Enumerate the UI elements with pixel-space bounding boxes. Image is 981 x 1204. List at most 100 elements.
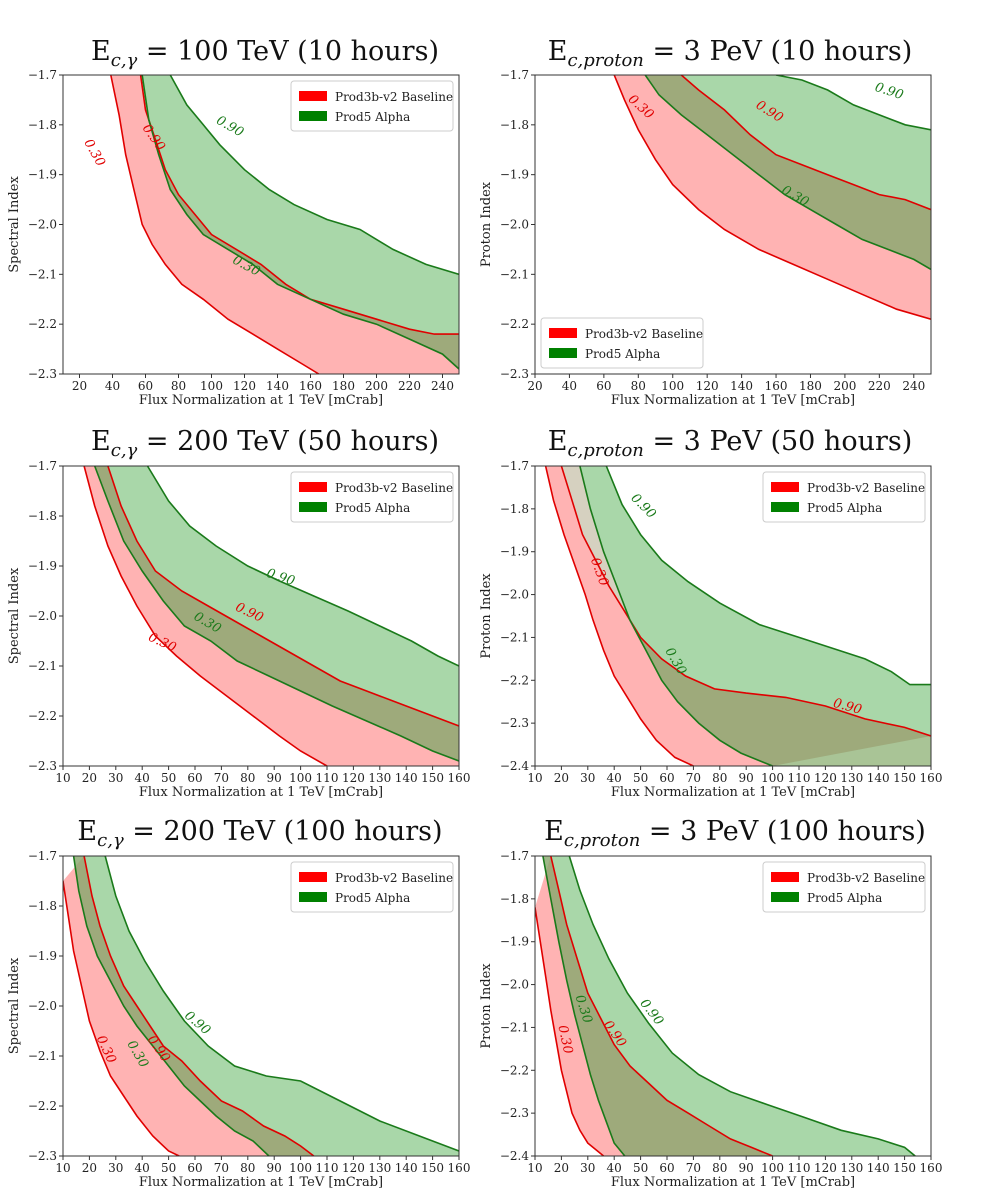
y-tick-label: −2.3 bbox=[500, 367, 529, 381]
x-axis-label: Flux Normalization at 1 TeV [mCrab] bbox=[139, 1175, 383, 1190]
baseline-contour-030 bbox=[544, 466, 694, 766]
x-tick-label: 40 bbox=[135, 771, 150, 785]
x-tick-label: 20 bbox=[82, 1161, 97, 1175]
y-tick-label: −2.0 bbox=[500, 978, 529, 992]
y-tick-label: −2.0 bbox=[28, 999, 57, 1013]
plot-area bbox=[83, 466, 459, 766]
x-tick-label: 150 bbox=[893, 771, 916, 785]
chart-title: Ec,γ = 200 TeV (50 hours) bbox=[91, 426, 439, 461]
x-tick-label: 70 bbox=[686, 771, 701, 785]
x-tick-label: 140 bbox=[395, 771, 418, 785]
baseline-contour-090 bbox=[550, 856, 773, 1156]
axes-frame bbox=[534, 855, 932, 1157]
y-tick-label: −2.0 bbox=[28, 218, 57, 232]
x-tick-label: 40 bbox=[105, 379, 120, 393]
legend-entry: Prod3b-v2 Baseline bbox=[335, 871, 453, 885]
plot-area bbox=[110, 75, 459, 374]
legend-swatch-baseline bbox=[299, 91, 327, 101]
x-tick-label: 160 bbox=[448, 1161, 471, 1175]
y-tick-label: −2.2 bbox=[500, 1063, 529, 1077]
y-tick-label: −2.3 bbox=[500, 1106, 529, 1120]
alpha-contour-090 bbox=[169, 75, 459, 276]
y-tick-label: −2.1 bbox=[28, 659, 57, 673]
y-axis-label: Spectral Index bbox=[7, 176, 22, 273]
alpha-band bbox=[645, 75, 931, 270]
x-tick-label: 20 bbox=[554, 771, 569, 785]
y-tick-label: −1.8 bbox=[500, 892, 529, 906]
legend-swatch-baseline bbox=[771, 872, 799, 882]
x-tick-label: 100 bbox=[289, 771, 312, 785]
plot-area bbox=[544, 466, 931, 766]
x-tick-label: 110 bbox=[316, 1161, 339, 1175]
y-tick-label: −2.4 bbox=[500, 1149, 530, 1163]
y-tick-label: −1.9 bbox=[500, 168, 529, 182]
y-tick-label: −1.8 bbox=[500, 502, 529, 516]
x-tick-label: 80 bbox=[712, 1161, 727, 1175]
chart-title: Ec,proton = 3 PeV (100 hours) bbox=[544, 816, 926, 851]
x-tick-label: 160 bbox=[920, 771, 943, 785]
x-tick-label: 10 bbox=[55, 771, 70, 785]
legend-entry: Prod5 Alpha bbox=[585, 347, 660, 361]
baseline-contour-090 bbox=[83, 856, 315, 1156]
y-tick-label: −1.9 bbox=[28, 168, 57, 182]
x-tick-label: 140 bbox=[867, 1161, 890, 1175]
x-tick-label: 130 bbox=[368, 771, 391, 785]
legend-swatch-alpha bbox=[299, 892, 327, 902]
legend-entry: Prod5 Alpha bbox=[807, 501, 882, 515]
overlap-band bbox=[140, 75, 459, 369]
x-tick-label: 220 bbox=[398, 379, 421, 393]
x-axis-label: Flux Normalization at 1 TeV [mCrab] bbox=[139, 785, 383, 800]
alpha-band bbox=[94, 466, 459, 761]
x-tick-label: 120 bbox=[696, 379, 719, 393]
x-tick-label: 100 bbox=[289, 1161, 312, 1175]
x-tick-label: 120 bbox=[342, 771, 365, 785]
baseline-contour-090 bbox=[560, 466, 931, 737]
x-axis-label: Flux Normalization at 1 TeV [mCrab] bbox=[611, 393, 855, 408]
x-tick-label: 150 bbox=[893, 1161, 916, 1175]
y-tick-label: −2.0 bbox=[500, 218, 529, 232]
plot-area bbox=[613, 75, 931, 320]
x-tick-label: 30 bbox=[580, 771, 595, 785]
alpha-contour-030 bbox=[579, 466, 773, 766]
legend-swatch-alpha bbox=[299, 111, 327, 121]
y-tick-label: −1.9 bbox=[500, 935, 529, 949]
overlap-band bbox=[561, 466, 931, 766]
x-tick-label: 30 bbox=[108, 771, 123, 785]
legend-box bbox=[290, 861, 454, 913]
y-tick-label: −1.9 bbox=[28, 949, 57, 963]
x-tick-label: 200 bbox=[833, 379, 856, 393]
y-tick-label: −2.1 bbox=[28, 1049, 57, 1063]
x-tick-label: 200 bbox=[365, 379, 388, 393]
alpha-band bbox=[73, 856, 459, 1156]
chart-title: Ec,proton = 3 PeV (50 hours) bbox=[548, 426, 913, 461]
x-tick-label: 120 bbox=[814, 771, 837, 785]
x-tick-label: 20 bbox=[82, 771, 97, 785]
baseline-contour-030 bbox=[535, 907, 605, 1156]
alpha-contour-090 bbox=[605, 466, 931, 686]
y-tick-label: −2.1 bbox=[500, 267, 529, 281]
alpha-band bbox=[142, 75, 459, 369]
legend-box bbox=[290, 80, 454, 132]
alpha-band bbox=[579, 466, 931, 766]
x-tick-label: 100 bbox=[200, 379, 223, 393]
x-tick-label: 30 bbox=[580, 1161, 595, 1175]
legend-entry: Prod3b-v2 Baseline bbox=[335, 481, 453, 495]
x-tick-label: 150 bbox=[421, 771, 444, 785]
alpha-contour-090 bbox=[775, 75, 931, 131]
legend-swatch-alpha bbox=[771, 892, 799, 902]
alpha-contour-030 bbox=[93, 466, 459, 762]
x-tick-label: 10 bbox=[527, 1161, 542, 1175]
legend-swatch-baseline bbox=[299, 872, 327, 882]
x-tick-label: 40 bbox=[607, 771, 622, 785]
alpha-band bbox=[542, 856, 931, 1156]
x-tick-label: 140 bbox=[867, 771, 890, 785]
x-tick-label: 60 bbox=[596, 379, 611, 393]
x-tick-label: 90 bbox=[267, 771, 282, 785]
x-tick-label: 50 bbox=[633, 1161, 648, 1175]
y-axis-label: Proton Index bbox=[479, 181, 494, 267]
legend-swatch-baseline bbox=[549, 328, 577, 338]
x-tick-label: 110 bbox=[316, 771, 339, 785]
